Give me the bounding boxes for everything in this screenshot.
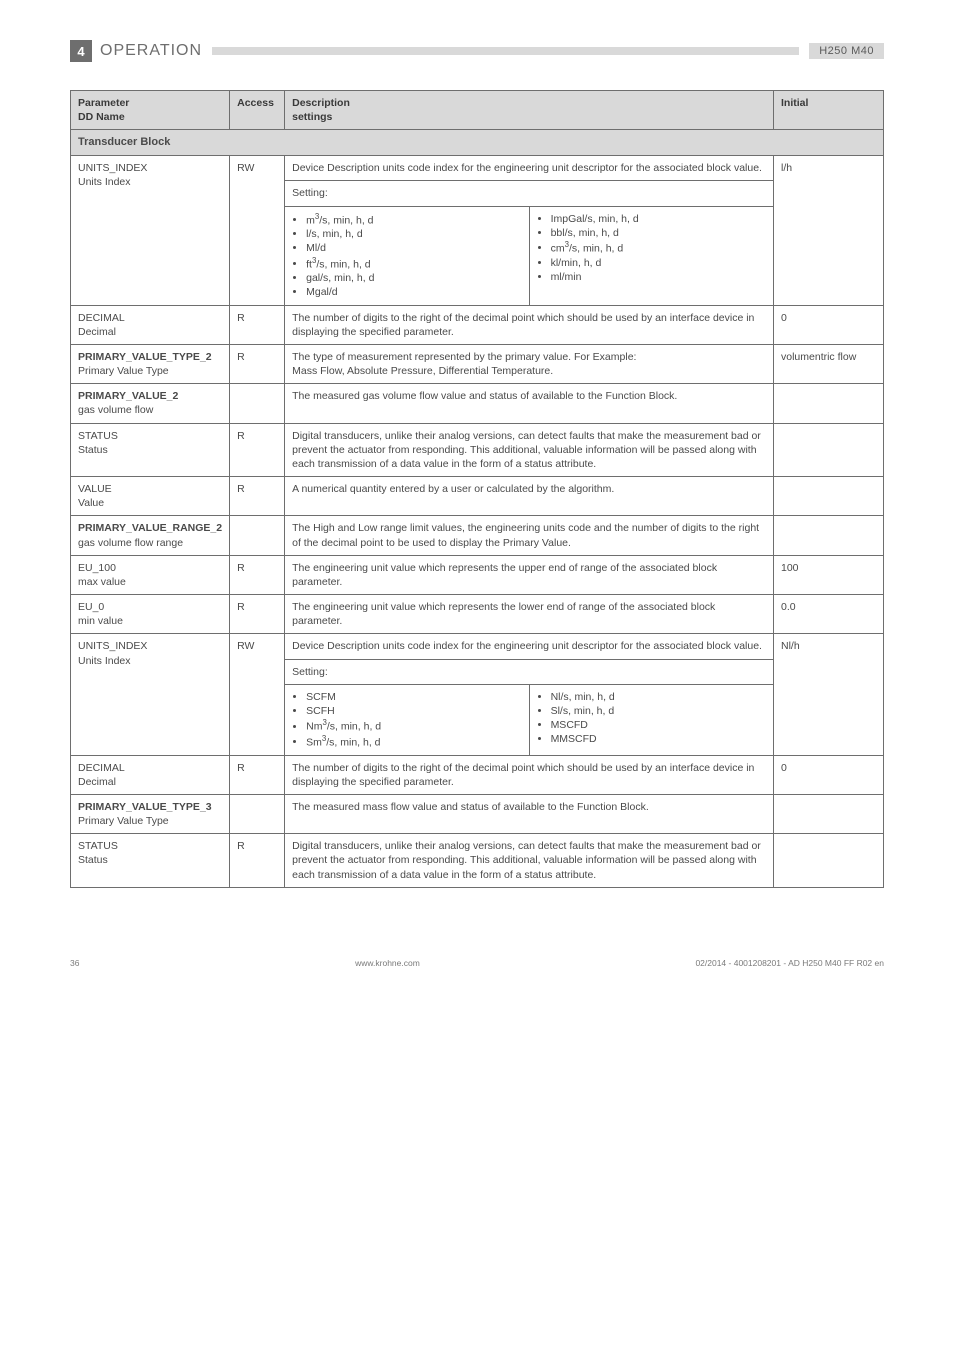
desc-cell: Device Description units code index for … [285,634,774,659]
setting-label: Setting: [285,181,774,206]
param-cell: VALUEValue [71,477,230,516]
setting-item: Sm3/s, min, h, d [306,734,521,750]
setting-item: SCFM [306,690,521,704]
param-cell: DECIMALDecimal [71,755,230,794]
setting-item: kl/min, h, d [551,256,766,270]
access-cell [230,516,285,555]
footer-site: www.krohne.com [355,958,420,968]
setting-split: SCFMSCFHNm3/s, min, h, dSm3/s, min, h, d… [285,684,774,755]
param-cell: UNITS_INDEXUnits Index [71,634,230,755]
section-number-box: 4 [70,40,92,62]
access-cell: R [230,423,285,477]
desc-cell: The type of measurement represented by t… [285,344,774,383]
setting-item: ImpGal/s, min, h, d [551,212,766,226]
setting-item: Nl/s, min, h, d [551,690,766,704]
desc-cell: A numerical quantity entered by a user o… [285,477,774,516]
param-cell: UNITS_INDEXUnits Index [71,156,230,305]
initial-cell [774,516,884,555]
initial-cell: 0.0 [774,595,884,634]
initial-cell: Nl/h [774,634,884,755]
access-cell: RW [230,634,285,755]
header-rule [212,47,799,55]
access-cell: R [230,834,285,888]
setting-item: Ml/d [306,241,521,255]
desc-cell: The measured mass flow value and status … [285,794,774,833]
transducer-block-table: Transducer Block Parameter DD Name Acces… [70,90,884,888]
param-cell: PRIMARY_VALUE_TYPE_3Primary Value Type [71,794,230,833]
param-cell: STATUSStatus [71,423,230,477]
initial-cell [774,834,884,888]
setting-item: Sl/s, min, h, d [551,704,766,718]
section-title: OPERATION [100,42,202,60]
access-cell: R [230,755,285,794]
setting-item: ml/min [551,270,766,284]
model-badge: H250 M40 [809,43,884,59]
access-cell: RW [230,156,285,305]
desc-cell: Device Description units code index for … [285,156,774,181]
param-cell: EU_100max value [71,555,230,594]
setting-item: gal/s, min, h, d [306,271,521,285]
setting-item: cm3/s, min, h, d [551,240,766,256]
footer-page: 36 [70,958,79,968]
param-cell: PRIMARY_VALUE_2gas volume flow [71,384,230,423]
desc-cell: The number of digits to the right of the… [285,755,774,794]
access-cell [230,794,285,833]
initial-cell [774,384,884,423]
table-caption: Transducer Block [71,130,884,156]
initial-cell: volumentric flow [774,344,884,383]
col-header-access: Access [230,91,285,130]
setting-item: ft3/s, min, h, d [306,256,521,272]
setting-item: MMSCFD [551,732,766,746]
col-header-desc: Description settings [285,91,774,130]
desc-cell: The measured gas volume flow value and s… [285,384,774,423]
setting-item: MSCFD [551,718,766,732]
initial-cell: 0 [774,755,884,794]
access-cell: R [230,555,285,594]
section-header: 4 OPERATION H250 M40 [70,40,884,62]
col-header-param: Parameter DD Name [71,91,230,130]
initial-cell: 100 [774,555,884,594]
param-cell: PRIMARY_VALUE_RANGE_2gas volume flow ran… [71,516,230,555]
setting-item: m3/s, min, h, d [306,212,521,228]
page-footer: 36 www.krohne.com 02/2014 - 4001208201 -… [70,958,884,968]
initial-cell [774,423,884,477]
initial-cell: 0 [774,305,884,344]
access-cell: R [230,595,285,634]
param-cell: PRIMARY_VALUE_TYPE_2Primary Value Type [71,344,230,383]
param-cell: DECIMALDecimal [71,305,230,344]
footer-doc: 02/2014 - 4001208201 - AD H250 M40 FF R0… [695,958,884,968]
col-header-initial: Initial [774,91,884,130]
setting-item: SCFH [306,704,521,718]
initial-cell: l/h [774,156,884,305]
desc-cell: Digital transducers, unlike their analog… [285,423,774,477]
setting-split: m3/s, min, h, dl/s, min, h, dMl/dft3/s, … [285,206,774,305]
setting-item: l/s, min, h, d [306,227,521,241]
desc-cell: The engineering unit value which represe… [285,555,774,594]
setting-label: Setting: [285,659,774,684]
param-cell: STATUSStatus [71,834,230,888]
desc-cell: Digital transducers, unlike their analog… [285,834,774,888]
desc-cell: The High and Low range limit values, the… [285,516,774,555]
param-cell: EU_0min value [71,595,230,634]
access-cell [230,384,285,423]
access-cell: R [230,305,285,344]
initial-cell [774,477,884,516]
access-cell: R [230,344,285,383]
access-cell: R [230,477,285,516]
desc-cell: The engineering unit value which represe… [285,595,774,634]
desc-cell: The number of digits to the right of the… [285,305,774,344]
setting-item: Mgal/d [306,285,521,299]
initial-cell [774,794,884,833]
setting-item: Nm3/s, min, h, d [306,718,521,734]
setting-item: bbl/s, min, h, d [551,226,766,240]
